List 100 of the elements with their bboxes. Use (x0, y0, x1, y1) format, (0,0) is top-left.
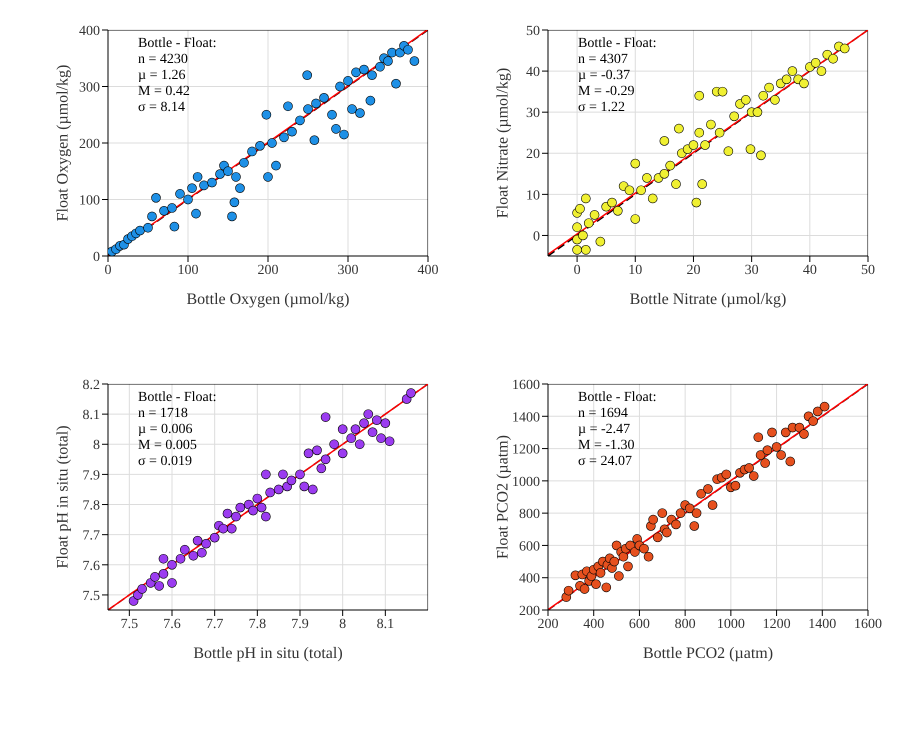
y-tick-label: 8.1 (82, 408, 100, 424)
point (359, 418, 369, 428)
x-tick-label: 30 (744, 262, 759, 278)
y-tick-label: 7.5 (82, 588, 100, 604)
x-tick-label: 50 (861, 262, 875, 278)
point (158, 569, 168, 579)
x-tick-label: 200 (538, 616, 558, 632)
y-tick-label: 7.8 (82, 498, 100, 514)
point (308, 484, 318, 494)
point (235, 502, 246, 512)
annotation: Bottle - Float: (578, 36, 657, 52)
x-tick-label: 7.6 (163, 616, 181, 632)
point (354, 439, 365, 450)
annotation: σ = 24.07 (578, 454, 633, 470)
y-tick-label: 300 (79, 80, 100, 96)
point (286, 476, 296, 486)
point (167, 560, 177, 570)
x-axis-title: Bottle Oxygen (µmol/kg) (186, 291, 350, 308)
annotation: M = -0.29 (578, 84, 636, 100)
x-tick-label: 8.1 (376, 616, 394, 632)
x-tick-label: 0 (104, 262, 112, 278)
point (376, 433, 386, 444)
point (231, 512, 241, 522)
x-tick-label: 7.7 (206, 616, 224, 632)
point (222, 508, 232, 518)
y-tick-label: 8.2 (82, 378, 100, 393)
y-tick-label: 40 (526, 65, 540, 80)
annotation: M = 0.005 (138, 438, 198, 454)
y-axis-title: Float Nitrate (µmol/kg) (494, 68, 512, 218)
point (320, 412, 330, 422)
x-tick-label: 0 (574, 262, 581, 278)
annotation: M = 0.42 (138, 84, 191, 100)
x-tick-label: 400 (583, 616, 604, 632)
point (338, 424, 348, 434)
y-tick-label: 800 (519, 507, 540, 522)
point (248, 506, 258, 516)
y-tick-label: 50 (526, 24, 540, 39)
y-tick-label: 200 (79, 136, 100, 152)
point (256, 502, 266, 512)
point (176, 554, 186, 564)
point (295, 470, 305, 480)
y-tick-label: 400 (79, 24, 100, 39)
y-tick-label: 1200 (512, 442, 540, 458)
point (218, 524, 228, 534)
y-tick-label: 200 (519, 604, 540, 619)
x-tick-label: 400 (418, 262, 438, 278)
y-tick-label: 7.6 (82, 558, 100, 574)
y-tick-label: 10 (526, 188, 540, 204)
y-tick-label: 30 (526, 106, 540, 122)
y-tick-label: 7.7 (82, 528, 100, 544)
point (226, 524, 237, 534)
point (188, 550, 198, 561)
point (329, 439, 339, 450)
y-tick-label: 1600 (512, 378, 540, 393)
x-tick-label: 1000 (716, 616, 745, 632)
point (338, 448, 348, 458)
point (137, 584, 147, 594)
point (299, 482, 310, 492)
y-tick-label: 1400 (512, 410, 540, 426)
annotation: n = 1694 (578, 406, 629, 422)
x-tick-label: 600 (628, 616, 650, 632)
annotation: µ = 1.26 (138, 68, 186, 84)
x-axis-title: Bottle Nitrate (µmol/kg) (630, 291, 786, 308)
x-tick-label: 7.5 (120, 616, 138, 632)
x-tick-label: 1600 (854, 616, 882, 632)
annotation: σ = 8.14 (138, 100, 186, 116)
annotation: Bottle - Float: (138, 36, 217, 52)
x-tick-label: 7.8 (248, 616, 266, 632)
annotation: µ = -2.47 (578, 422, 632, 438)
point (167, 578, 177, 588)
x-tick-label: 300 (338, 262, 358, 278)
annotation: Bottle - Float: (578, 390, 657, 406)
y-tick-label: 1000 (512, 474, 540, 490)
x-tick-label: 40 (802, 262, 817, 278)
point (350, 424, 360, 434)
point (192, 536, 202, 546)
annotation: n = 4230 (138, 52, 189, 68)
annotation: µ = 0.006 (138, 422, 194, 438)
y-tick-label: 600 (519, 539, 540, 554)
x-tick-label: 800 (674, 616, 696, 632)
point (274, 484, 284, 494)
point (346, 433, 356, 444)
x-axis-title: Bottle pH in situ (total) (193, 645, 343, 662)
point (158, 554, 168, 564)
point (252, 494, 262, 504)
point (265, 488, 275, 498)
point (180, 544, 190, 555)
annotation: σ = 0.019 (138, 454, 193, 470)
annotation: n = 4307 (578, 52, 629, 68)
point (197, 548, 207, 558)
point (312, 445, 322, 456)
point (363, 409, 374, 419)
point (278, 470, 288, 480)
x-tick-label: 1200 (762, 616, 791, 632)
x-tick-label: 1400 (808, 616, 836, 632)
y-tick-label: 7.9 (82, 468, 100, 484)
point (210, 532, 220, 542)
point (320, 454, 330, 464)
point (201, 538, 211, 549)
y-tick-label: 8 (93, 438, 100, 454)
